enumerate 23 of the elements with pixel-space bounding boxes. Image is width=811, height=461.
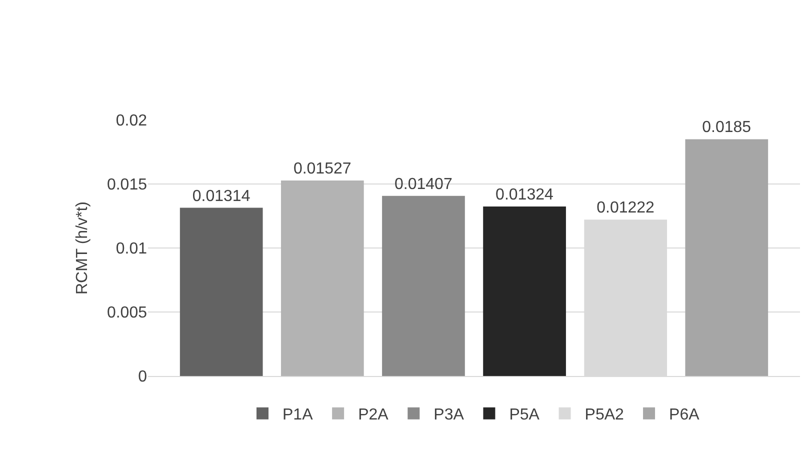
- legend-label: P2A: [358, 406, 389, 424]
- data-label: 0.01314: [192, 188, 250, 205]
- legend-label: P5A2: [584, 406, 624, 424]
- y-axis-title: RCMT (h/v*t): [74, 201, 91, 295]
- y-tick-label: 0: [138, 368, 148, 386]
- data-label: 0.01527: [293, 160, 352, 178]
- y-tick-label: 0.02: [116, 112, 148, 130]
- data-label: 0.01222: [596, 200, 655, 217]
- data-label: 0.01324: [496, 186, 554, 204]
- legend-label: P1A: [282, 406, 314, 424]
- y-tick-label: 0.015: [106, 176, 148, 194]
- y-tick-label: 0.01: [116, 240, 148, 258]
- data-label: 0.0185: [702, 119, 752, 136]
- legend-label: P5A: [509, 406, 540, 424]
- legend-label: P3A: [434, 406, 464, 424]
- legend-label: P6A: [669, 406, 700, 424]
- y-tick-label: 0.005: [106, 304, 148, 322]
- data-label: 0.01407: [394, 176, 452, 193]
- bar: [382, 196, 465, 376]
- bar: [180, 208, 263, 376]
- bar: [483, 206, 566, 376]
- bar: [280, 180, 364, 376]
- bar: [685, 139, 768, 376]
